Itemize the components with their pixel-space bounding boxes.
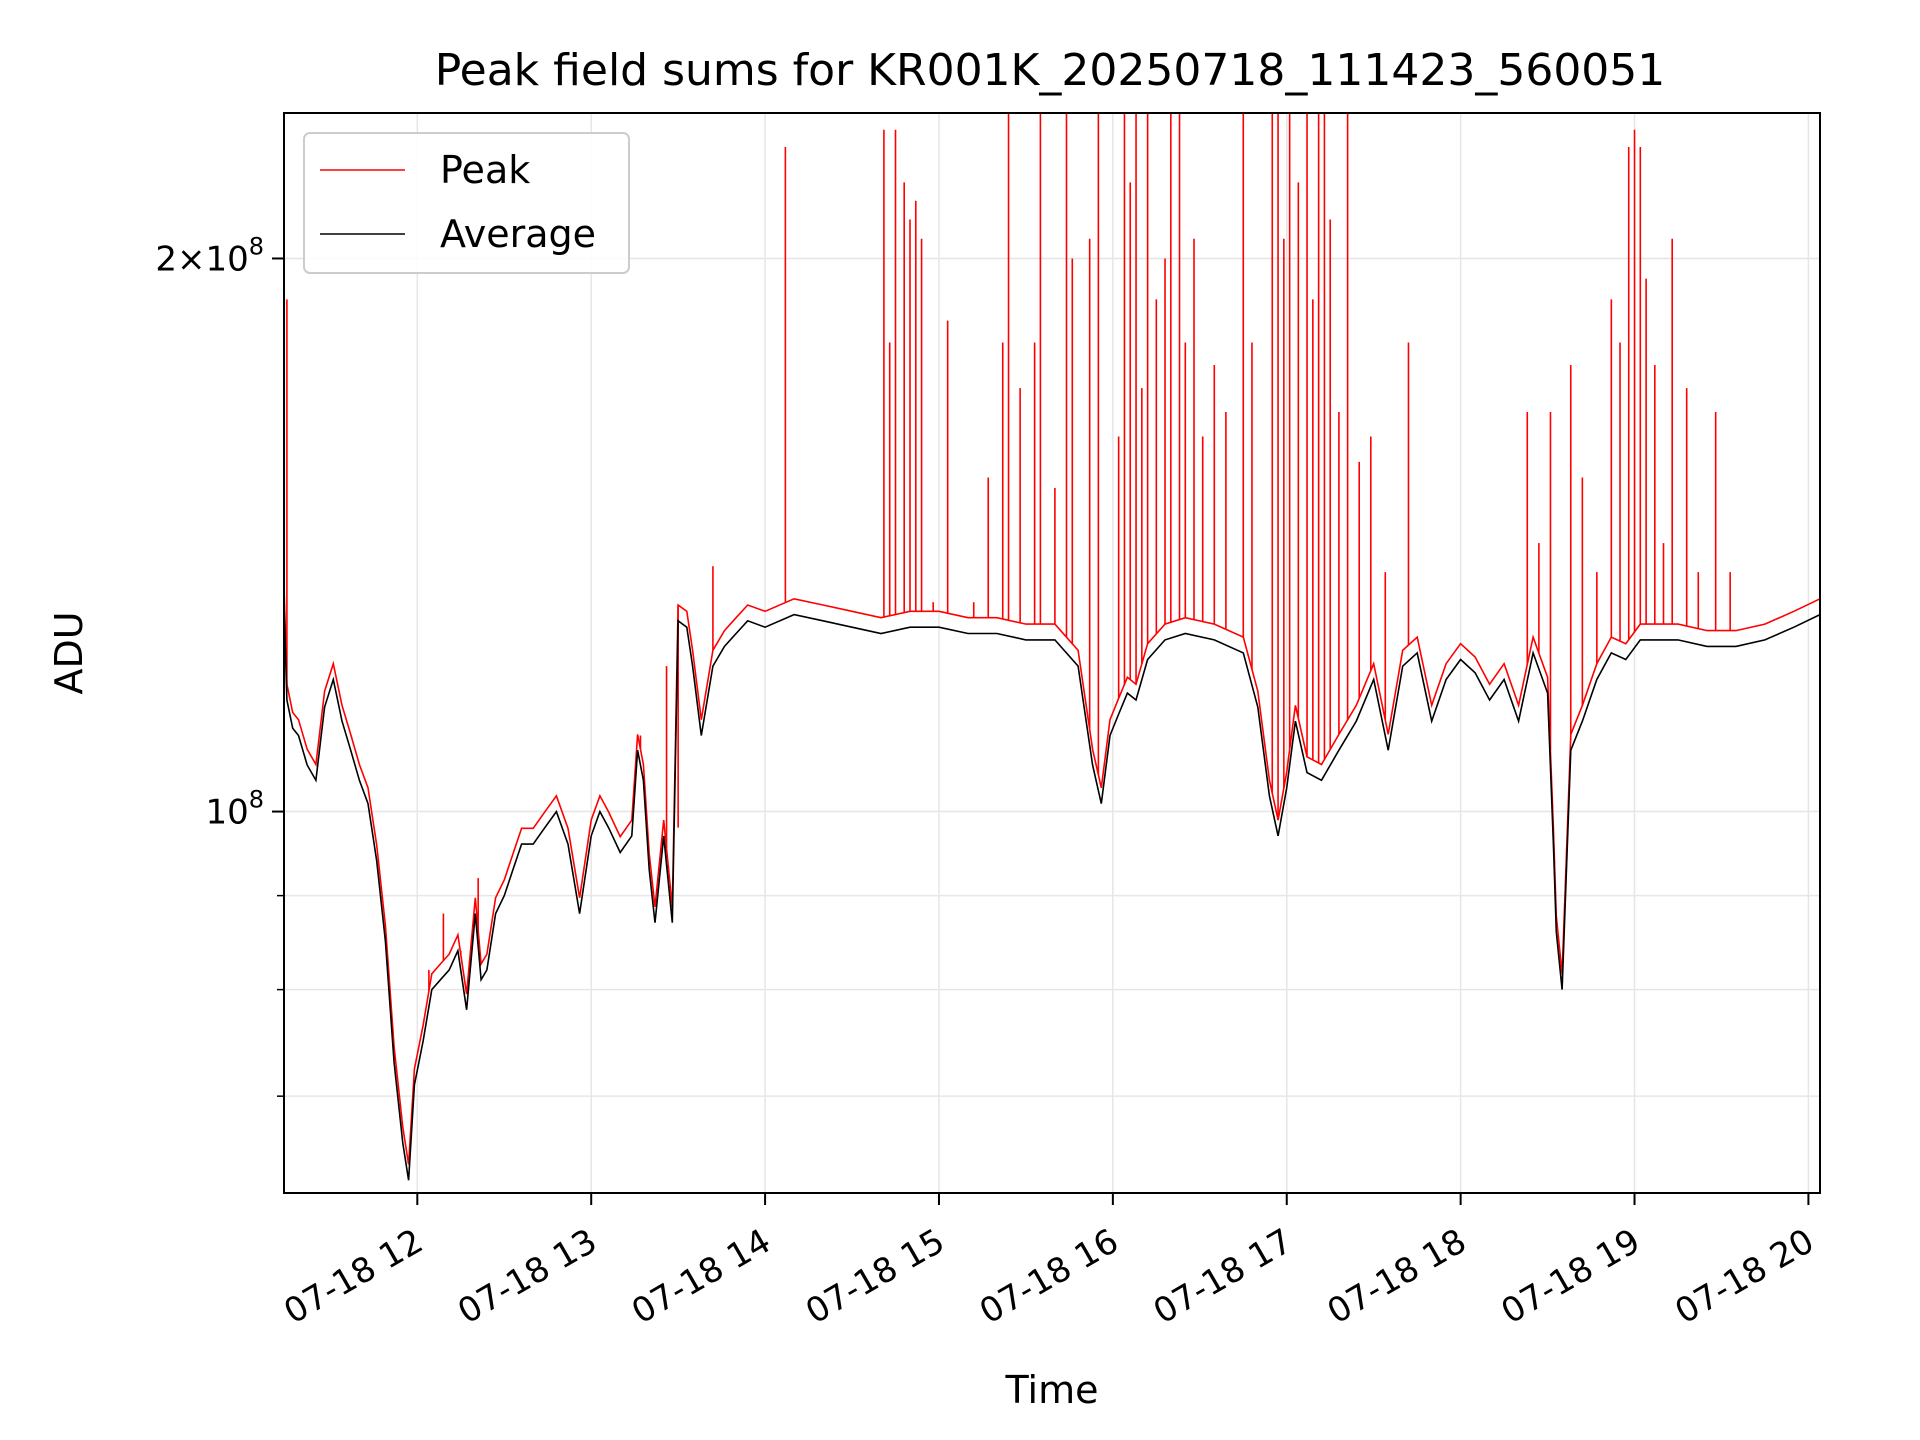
legend-average-label: Average xyxy=(440,212,596,256)
chart-title: Peak field sums for KR001K_20250718_1114… xyxy=(435,45,1666,96)
x-axis-label: Time xyxy=(1005,1368,1099,1412)
y-axis-label: ADU xyxy=(47,611,91,694)
legend-box xyxy=(303,132,630,274)
grid xyxy=(284,113,1820,1193)
average-line xyxy=(283,602,1821,1181)
peak-line xyxy=(283,586,1821,1165)
legend-peak-label: Peak xyxy=(440,148,530,192)
plot-frame xyxy=(283,112,1821,1194)
legend: Peak Average xyxy=(303,132,630,274)
y-tick-label: 2×108 xyxy=(155,232,264,279)
series-layer xyxy=(283,113,1821,1181)
